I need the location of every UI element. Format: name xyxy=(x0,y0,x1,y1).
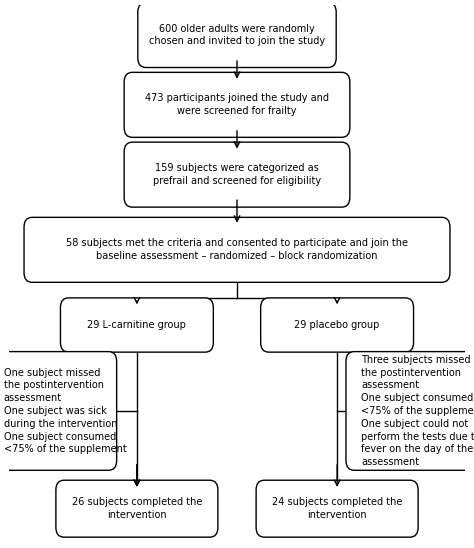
Text: 29 L-carnitine group: 29 L-carnitine group xyxy=(88,320,186,330)
Text: 24 subjects completed the
intervention: 24 subjects completed the intervention xyxy=(272,497,402,520)
Text: 58 subjects met the criteria and consented to participate and join the
baseline : 58 subjects met the criteria and consent… xyxy=(66,238,408,261)
FancyBboxPatch shape xyxy=(0,352,117,470)
FancyBboxPatch shape xyxy=(124,72,350,138)
FancyBboxPatch shape xyxy=(346,352,474,470)
Text: 600 older adults were randomly
chosen and invited to join the study: 600 older adults were randomly chosen an… xyxy=(149,24,325,47)
Text: 473 participants joined the study and
were screened for frailty: 473 participants joined the study and we… xyxy=(145,93,329,116)
Text: 26 subjects completed the
intervention: 26 subjects completed the intervention xyxy=(72,497,202,520)
Text: One subject missed
the postintervention
assessment
One subject was sick
during t: One subject missed the postintervention … xyxy=(4,368,127,454)
FancyBboxPatch shape xyxy=(124,142,350,207)
FancyBboxPatch shape xyxy=(256,480,418,537)
FancyBboxPatch shape xyxy=(61,298,213,352)
Text: 159 subjects were categorized as
prefrail and screened for eligibility: 159 subjects were categorized as prefrai… xyxy=(153,163,321,186)
FancyBboxPatch shape xyxy=(56,480,218,537)
FancyBboxPatch shape xyxy=(24,218,450,282)
Text: Three subjects missed
the postintervention
assessment
One subject consumed
<75% : Three subjects missed the postinterventi… xyxy=(361,355,474,467)
FancyBboxPatch shape xyxy=(261,298,413,352)
FancyBboxPatch shape xyxy=(138,3,336,67)
Text: 29 placebo group: 29 placebo group xyxy=(294,320,380,330)
